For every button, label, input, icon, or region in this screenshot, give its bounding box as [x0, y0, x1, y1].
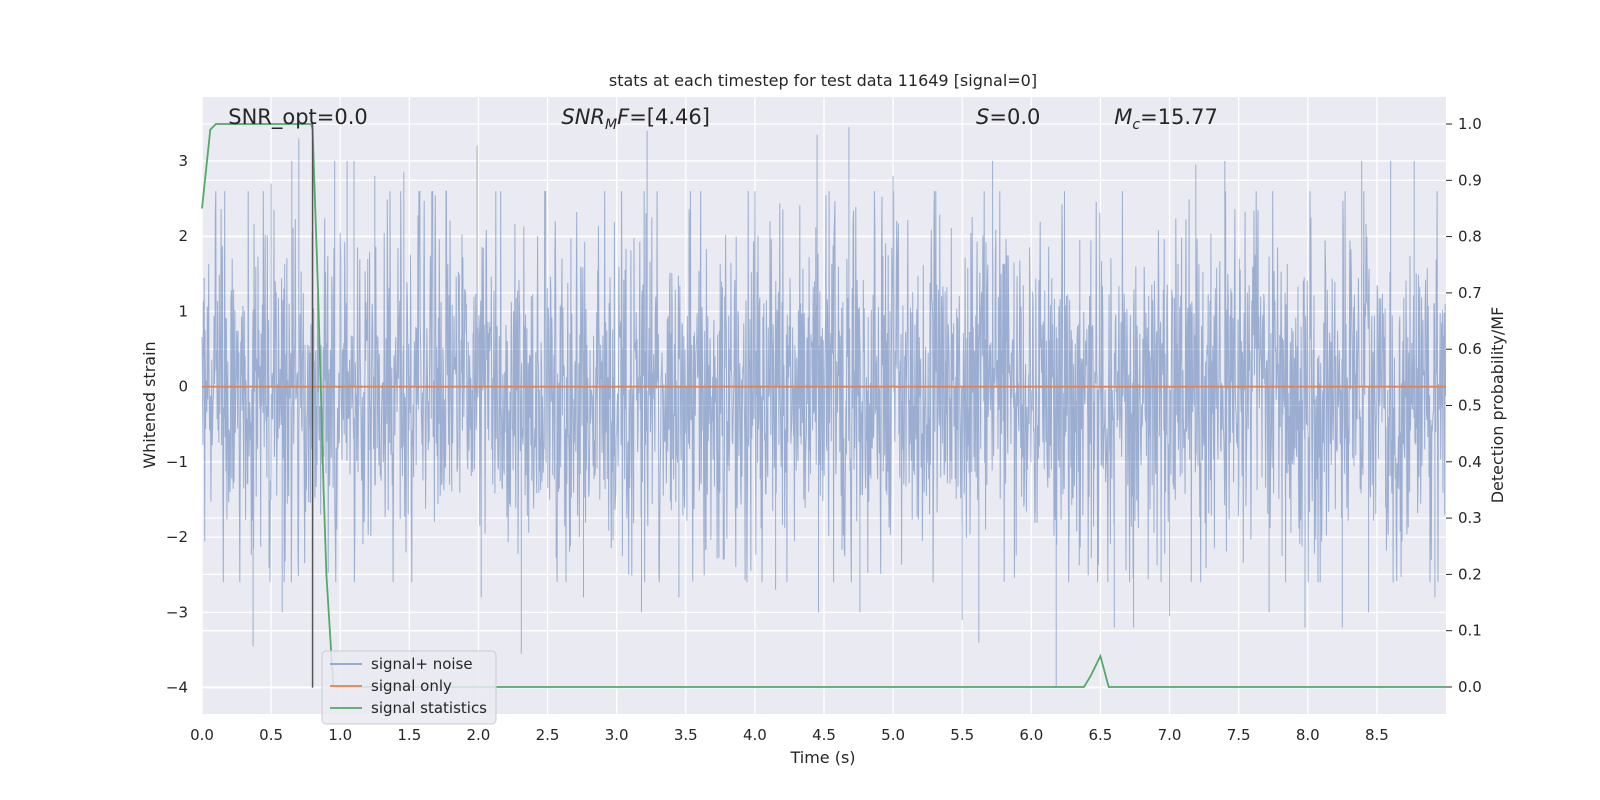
y-tick-label-right: 0.7	[1458, 284, 1482, 302]
y-tick-label-left: 0	[178, 378, 188, 396]
y-tick-label-left: −1	[166, 453, 188, 471]
legend-label-noise: signal+ noise	[371, 655, 473, 673]
y-tick-label-right: 0.5	[1458, 397, 1482, 415]
x-tick-label: 4.0	[743, 726, 767, 744]
y-tick-label-right: 0.6	[1458, 340, 1482, 358]
legend-box	[321, 650, 497, 725]
y-tick-label-right: 0.8	[1458, 228, 1482, 246]
x-tick-label: 2.5	[536, 726, 560, 744]
y-tick-label-left: −2	[166, 528, 188, 546]
x-tick-label: 5.5	[950, 726, 974, 744]
x-tick-label: 0.5	[259, 726, 283, 744]
x-tick-label: 6.5	[1089, 726, 1113, 744]
x-tick-label: 6.0	[1019, 726, 1043, 744]
series-signal-noise	[201, 127, 1447, 688]
x-tick-label: 4.5	[812, 726, 836, 744]
y-tick-label-left: 1	[178, 302, 188, 320]
x-tick-label: 1.0	[328, 726, 352, 744]
annotation-2: S=0.0	[976, 105, 1040, 129]
y-tick-label-right: 0.2	[1458, 565, 1482, 583]
y-tick-label-right: 0.4	[1458, 453, 1482, 471]
x-tick-label: 1.5	[397, 726, 421, 744]
x-tick-label: 0.0	[190, 726, 214, 744]
signal-statistics-line	[201, 123, 1446, 688]
x-tick-label: 7.0	[1158, 726, 1182, 744]
y-axis-label-left: Whitened strain	[140, 341, 159, 468]
x-tick-label: 3.0	[605, 726, 629, 744]
legend-label-signal: signal only	[371, 677, 452, 695]
signal-noise-line	[201, 127, 1447, 688]
legend: signal+ noise signal only signal statist…	[321, 650, 497, 725]
y-tick-label-left: 2	[178, 227, 188, 245]
y-tick-label-left: 3	[178, 152, 188, 170]
chart-title: stats at each timestep for test data 116…	[609, 71, 1037, 90]
annotation-3: Mc=15.77	[1114, 105, 1218, 133]
x-tick-label: 8.0	[1296, 726, 1320, 744]
annotation-0: SNR_opt=0.0	[228, 105, 368, 130]
x-tick-label: 3.5	[674, 726, 698, 744]
annotations: SNR_opt=0.0 SNRMF=[4.46] S=0.0 Mc=15.77	[228, 105, 1218, 133]
y-axis-label-right: Detection probability/MF	[1488, 307, 1507, 504]
series-lines	[201, 123, 1446, 688]
y-tick-label-left: −3	[166, 603, 188, 621]
x-axis-label: Time (s)	[789, 748, 855, 767]
annotation-1: SNRMF=[4.46]	[561, 105, 710, 133]
legend-label-stats: signal statistics	[371, 699, 487, 717]
x-tick-label: 2.0	[467, 726, 491, 744]
x-tick-label: 7.5	[1227, 726, 1251, 744]
x-tick-label: 5.0	[881, 726, 905, 744]
y-tick-label-right: 0.3	[1458, 509, 1482, 527]
y-tick-label-right: 1.0	[1458, 115, 1482, 133]
y-tick-label-right: 0.1	[1458, 622, 1482, 640]
y-tick-label-left: −4	[166, 679, 188, 697]
x-tick-label: 8.5	[1365, 726, 1389, 744]
y-tick-label-right: 0.0	[1458, 678, 1482, 696]
y-tick-label-right: 0.9	[1458, 171, 1482, 189]
tick-labels: 0.0 0.5 1.0 1.5 2.0 2.5 3.0 3.5 4.0 4.5 5.0 5.5 6.0 6…	[166, 115, 1482, 744]
